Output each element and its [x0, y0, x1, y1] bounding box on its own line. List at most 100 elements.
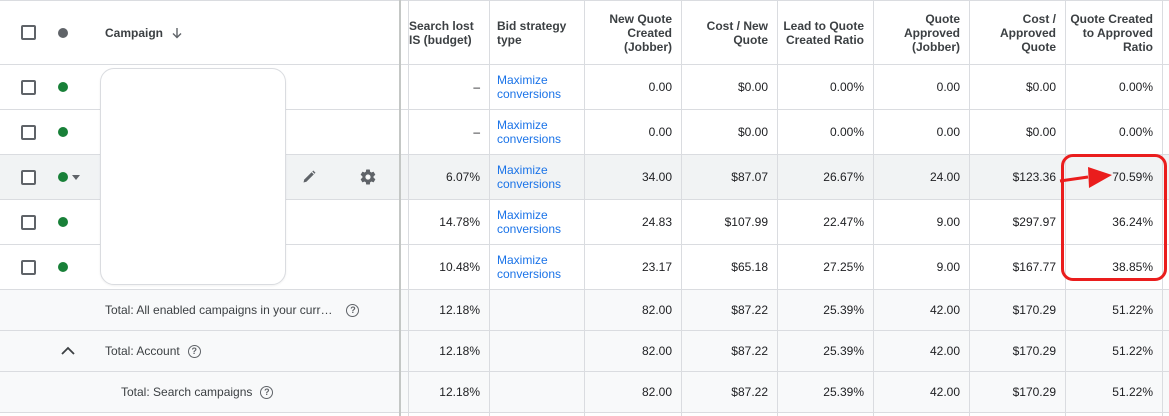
status-dot-icon	[58, 27, 68, 38]
row-checkbox[interactable]	[21, 214, 36, 230]
settings-button[interactable]	[359, 155, 377, 199]
quote-approved-value: 42.00	[929, 344, 960, 358]
created-approved-ratio-value: 38.85%	[1112, 260, 1153, 274]
status-column-header[interactable]	[58, 1, 68, 64]
new-quote-value: 0.00	[648, 80, 672, 94]
lead-ratio-value: 26.67%	[823, 170, 864, 184]
search-lost-value: 12.18%	[439, 344, 480, 358]
cost-approved-value: $170.29	[1012, 303, 1056, 317]
new-quote-header[interactable]: New Quote Created (Jobber)	[609, 11, 672, 54]
created-approved-ratio-value: 70.59%	[1112, 170, 1153, 184]
quote-approved-header[interactable]: Quote Approved (Jobber)	[903, 11, 960, 54]
column-divider	[1065, 0, 1066, 416]
column-divider	[1162, 0, 1163, 416]
row-checkbox[interactable]	[21, 124, 36, 140]
new-quote-value: 0.00	[648, 125, 672, 139]
arrow-down-icon[interactable]	[170, 26, 184, 40]
help-icon[interactable]: ?	[260, 385, 274, 399]
enabled-status-icon[interactable]	[58, 127, 68, 137]
gear-icon[interactable]	[359, 168, 377, 186]
cost-new-quote-value: $87.07	[731, 170, 768, 184]
column-divider	[489, 0, 490, 416]
total-row-label: Total: All enabled campaigns in your cur…	[105, 303, 333, 317]
chevron-up-icon[interactable]	[60, 345, 76, 357]
created-approved-ratio-value: 0.00%	[1118, 80, 1153, 94]
redacted-campaign-names	[100, 68, 286, 285]
help-icon[interactable]: ?	[187, 344, 201, 358]
created-approved-ratio-header[interactable]: Quote Created to Approved Ratio	[1070, 11, 1153, 54]
cost-new-quote-value: $87.22	[731, 344, 768, 358]
search-lost-value: 12.18%	[439, 385, 480, 399]
pencil-icon[interactable]	[301, 169, 317, 185]
created-approved-ratio-value: 51.22%	[1112, 303, 1153, 317]
cost-new-quote-value: $107.99	[724, 215, 768, 229]
search-lost-value: –	[473, 80, 480, 94]
quote-approved-value: 9.00	[936, 260, 960, 274]
table-header: Campaign Search lost IS (budget) Bid str…	[0, 0, 1169, 65]
total-row-label: Total: Account	[105, 344, 180, 358]
cost-new-quote-header[interactable]: Cost / New Quote	[706, 18, 768, 47]
search-lost-value: 14.78%	[439, 215, 480, 229]
search-lost-value: 12.18%	[439, 303, 480, 317]
select-all-checkbox[interactable]	[21, 25, 36, 40]
bid-strategy-header[interactable]: Bid strategy type	[497, 18, 567, 47]
new-quote-value: 34.00	[641, 170, 672, 184]
bid-strategy-link[interactable]: Maximize conversions	[497, 73, 562, 101]
column-divider	[969, 0, 970, 416]
edit-button[interactable]	[301, 155, 317, 199]
lead-ratio-value: 22.47%	[823, 215, 864, 229]
enabled-status-icon[interactable]	[58, 262, 68, 272]
new-quote-value: 23.17	[641, 260, 672, 274]
enabled-status-icon[interactable]	[58, 217, 68, 227]
search-lost-value: –	[473, 125, 480, 139]
lead-ratio-value: 0.00%	[829, 80, 864, 94]
bid-strategy-link[interactable]: Maximize conversions	[497, 208, 562, 236]
row-checkbox[interactable]	[21, 169, 36, 185]
lead-ratio-value: 0.00%	[829, 125, 864, 139]
quote-approved-value: 24.00	[929, 170, 960, 184]
bid-strategy-link[interactable]: Maximize conversions	[497, 118, 562, 146]
new-quote-value: 82.00	[641, 385, 672, 399]
lead-ratio-value: 25.39%	[823, 385, 864, 399]
status-dropdown-icon[interactable]	[72, 174, 80, 180]
column-divider	[777, 0, 778, 416]
column-divider	[584, 0, 585, 416]
bid-strategy-link[interactable]: Maximize conversions	[497, 163, 562, 191]
enabled-status-icon[interactable]	[58, 172, 68, 182]
cost-approved-value: $170.29	[1012, 344, 1056, 358]
created-approved-ratio-value: 51.22%	[1112, 385, 1153, 399]
search-lost-header[interactable]: Search lost IS (budget)	[409, 18, 474, 47]
new-quote-value: 82.00	[641, 303, 672, 317]
cost-approved-value: $0.00	[1025, 125, 1056, 139]
row-checkbox[interactable]	[21, 259, 36, 275]
search-lost-value: 10.48%	[439, 260, 480, 274]
cost-new-quote-value: $87.22	[731, 303, 768, 317]
column-divider	[873, 0, 874, 416]
cost-new-quote-value: $87.22	[731, 385, 768, 399]
select-all-checkbox-cell[interactable]	[21, 1, 36, 64]
column-divider[interactable]	[399, 0, 401, 416]
lead-ratio-value: 27.25%	[823, 260, 864, 274]
collapse-button[interactable]	[60, 331, 76, 371]
lead-ratio-value: 25.39%	[823, 303, 864, 317]
campaign-column-header[interactable]: Campaign	[105, 1, 184, 64]
created-approved-ratio-value: 0.00%	[1118, 125, 1153, 139]
total-row-label: Total: Search campaigns	[121, 385, 253, 399]
bid-strategy-link[interactable]: Maximize conversions	[497, 253, 562, 281]
cost-approved-value: $297.97	[1012, 215, 1056, 229]
new-quote-value: 24.83	[641, 215, 672, 229]
new-quote-value: 82.00	[641, 344, 672, 358]
cost-approved-header[interactable]: Cost / Approved Quote	[999, 11, 1056, 54]
cost-approved-value: $170.29	[1012, 385, 1056, 399]
column-divider	[408, 0, 409, 416]
cost-new-quote-value: $65.18	[731, 260, 768, 274]
lead-ratio-value: 25.39%	[823, 344, 864, 358]
cost-new-quote-value: $0.00	[737, 125, 768, 139]
quote-approved-value: 42.00	[929, 303, 960, 317]
row-checkbox[interactable]	[21, 79, 36, 95]
lead-ratio-header[interactable]: Lead to Quote Created Ratio	[783, 18, 864, 47]
quote-approved-value: 0.00	[936, 80, 960, 94]
enabled-status-icon[interactable]	[58, 82, 68, 92]
help-icon[interactable]: ?	[346, 303, 360, 317]
cost-approved-value: $123.36	[1012, 170, 1056, 184]
